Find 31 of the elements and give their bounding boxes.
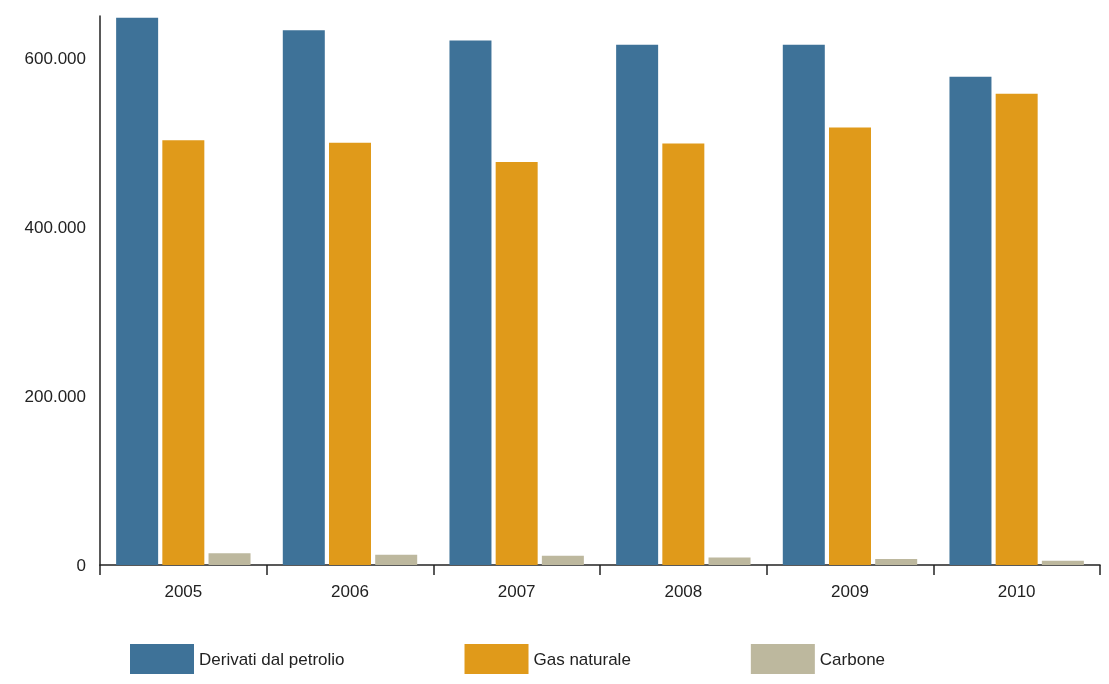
bar (208, 553, 251, 565)
bar (995, 93, 1038, 565)
bar (375, 554, 418, 565)
x-tick-label: 2007 (497, 582, 536, 601)
y-tick-label: 400.000 (24, 217, 86, 237)
x-tick-label: 2009 (831, 582, 869, 601)
x-tick-label: 2008 (664, 582, 703, 601)
bar (449, 40, 492, 565)
x-tick-label: 2010 (997, 582, 1036, 601)
legend-label: Derivati dal petrolio (199, 649, 345, 669)
bar (708, 557, 751, 565)
bar (662, 143, 705, 565)
bar (1041, 560, 1084, 565)
y-tick-label: 200.000 (24, 386, 86, 406)
y-tick-label: 0 (76, 555, 86, 575)
bar (541, 555, 584, 565)
bar (282, 30, 325, 565)
y-tick-label: 600.000 (24, 48, 86, 68)
bar (495, 162, 538, 565)
bar (782, 44, 825, 565)
legend-label: Carbone (819, 649, 886, 669)
x-tick-label: 2006 (331, 582, 369, 601)
bar (329, 142, 371, 565)
bar (829, 127, 871, 565)
x-tick-label: 2005 (164, 582, 203, 601)
bar (616, 44, 659, 565)
bar (162, 140, 205, 565)
bar (949, 76, 992, 565)
bar (116, 17, 159, 565)
legend-label: Gas naturale (533, 649, 631, 669)
bar (875, 559, 918, 565)
